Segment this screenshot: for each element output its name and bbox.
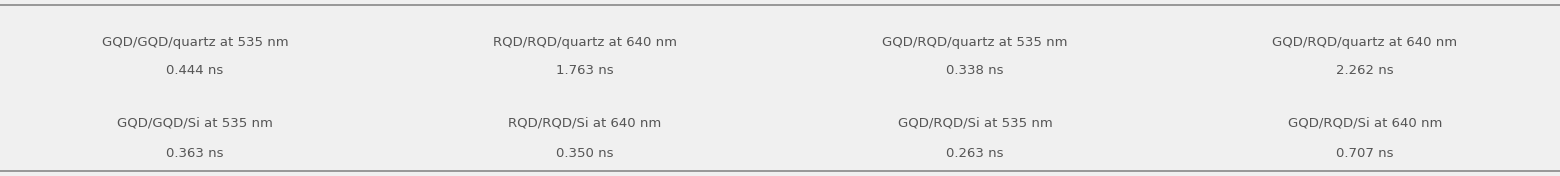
- Text: GQD/GQD/Si at 535 nm: GQD/GQD/Si at 535 nm: [117, 117, 273, 130]
- Text: GQD/RQD/Si at 535 nm: GQD/RQD/Si at 535 nm: [897, 117, 1053, 130]
- Text: 0.707 ns: 0.707 ns: [1337, 147, 1393, 160]
- Text: GQD/GQD/quartz at 535 nm: GQD/GQD/quartz at 535 nm: [101, 36, 289, 49]
- Text: 0.363 ns: 0.363 ns: [167, 147, 223, 160]
- Text: 0.338 ns: 0.338 ns: [947, 64, 1003, 77]
- Text: GQD/RQD/quartz at 535 nm: GQD/RQD/quartz at 535 nm: [883, 36, 1067, 49]
- Text: GQD/RQD/quartz at 640 nm: GQD/RQD/quartz at 640 nm: [1273, 36, 1457, 49]
- Text: 1.763 ns: 1.763 ns: [557, 64, 613, 77]
- Text: RQD/RQD/quartz at 640 nm: RQD/RQD/quartz at 640 nm: [493, 36, 677, 49]
- Text: 0.444 ns: 0.444 ns: [167, 64, 223, 77]
- Text: 2.262 ns: 2.262 ns: [1337, 64, 1393, 77]
- Text: RQD/RQD/Si at 640 nm: RQD/RQD/Si at 640 nm: [509, 117, 661, 130]
- Text: 0.263 ns: 0.263 ns: [947, 147, 1003, 160]
- Text: GQD/RQD/Si at 640 nm: GQD/RQD/Si at 640 nm: [1289, 117, 1441, 130]
- Text: 0.350 ns: 0.350 ns: [557, 147, 613, 160]
